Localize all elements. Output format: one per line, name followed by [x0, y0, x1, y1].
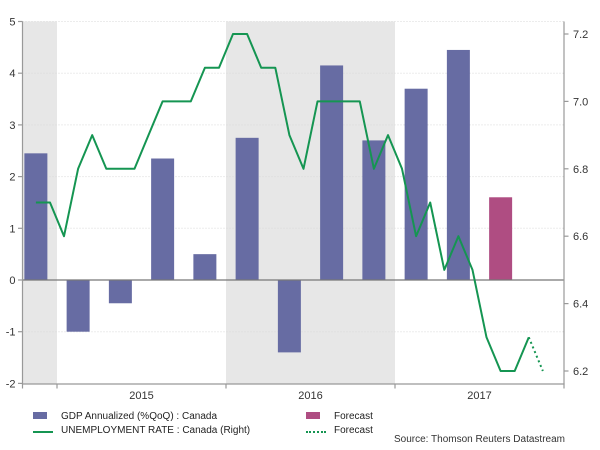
gdp-bar-Q3-2015	[151, 158, 175, 280]
gdp-bar-Q2-2015	[108, 280, 132, 304]
legend-item-forecast-bar: Forecast	[306, 410, 373, 424]
gdp-bar-Q2-2016	[277, 280, 301, 353]
legend-label-forecast-line: Forecast	[334, 425, 373, 436]
left-axis-label: 2	[9, 172, 15, 184]
gdp-bar-Q4-2015	[193, 254, 217, 280]
gdp-bar-Q3-2016	[320, 65, 344, 280]
year-label-2017: 2017	[467, 390, 491, 402]
legend-item-unemployment: UNEMPLOYMENT RATE : Canada (Right)	[33, 424, 250, 438]
forecast-bar	[489, 197, 513, 280]
right-axis-label: 6.4	[573, 299, 588, 311]
right-axis-label: 7.2	[573, 29, 588, 41]
legend-item-gdp: GDP Annualized (%QoQ) : Canada	[33, 410, 217, 424]
right-axis-label: 7.0	[573, 96, 588, 108]
unemployment-line-swatch-icon	[33, 424, 55, 438]
legend-label-unemployment: UNEMPLOYMENT RATE : Canada (Right)	[61, 425, 251, 436]
forecast-bar-swatch-icon	[306, 410, 328, 424]
year-label-2016: 2016	[298, 390, 322, 402]
left-axis-label: -1	[6, 327, 16, 339]
left-axis-label: 4	[9, 68, 15, 80]
legend-label-gdp: GDP Annualized (%QoQ) : Canada	[61, 411, 218, 422]
gdp-bar-Q1-2017	[404, 88, 428, 281]
year-label-2015: 2015	[129, 390, 153, 402]
gdp-bar-Q1-2016	[235, 137, 259, 280]
legend-item-forecast-line: Forecast	[306, 424, 373, 438]
source-note: Source: Thomson Reuters Datastream	[393, 434, 565, 445]
left-axis-label: 3	[9, 120, 15, 132]
forecast-line-swatch-icon	[306, 424, 328, 438]
right-axis-label: 6.2	[573, 366, 588, 378]
gdp-bar-Q2-2017	[446, 49, 470, 281]
left-axis-label: 5	[9, 17, 15, 29]
gdp-bar-Q1-2015	[66, 280, 90, 332]
left-axis-label: 0	[9, 275, 15, 287]
gdp-bar-Q4-2014	[24, 153, 48, 280]
gdp-bar-Q4-2016	[362, 140, 386, 280]
forecast-line	[527, 336, 544, 372]
left-axis-label: -2	[6, 378, 16, 390]
right-axis-label: 6.6	[573, 231, 588, 243]
right-axis-label: 6.8	[573, 164, 588, 176]
unemployment-line	[35, 33, 530, 372]
gdp-bar-swatch-icon	[33, 410, 55, 424]
left-axis-label: 1	[9, 223, 15, 235]
legend-label-forecast-bar: Forecast	[334, 411, 373, 422]
